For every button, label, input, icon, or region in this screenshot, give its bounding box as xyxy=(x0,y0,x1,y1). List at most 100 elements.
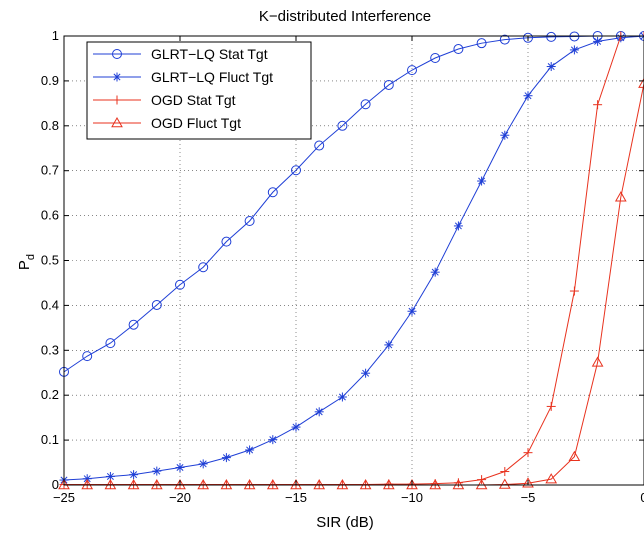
legend-label: GLRT−LQ Fluct Tgt xyxy=(151,69,273,85)
x-tick-label: −10 xyxy=(401,490,423,505)
data-point-triangle xyxy=(406,478,418,490)
star-stroke xyxy=(222,454,230,462)
data-point-triangle xyxy=(266,478,279,490)
y-tick-label: 0.2 xyxy=(41,387,59,402)
data-point-circle xyxy=(151,299,162,310)
star-stroke xyxy=(113,73,121,81)
data-point-star xyxy=(245,445,255,455)
star-stroke xyxy=(176,463,184,471)
data-point-star xyxy=(477,176,487,186)
y-tick-label: 0.9 xyxy=(41,73,59,88)
data-point-triangle xyxy=(545,473,558,484)
data-point-plus xyxy=(500,467,510,477)
star-stroke xyxy=(246,446,254,454)
star-stroke xyxy=(524,92,532,100)
data-point-circle xyxy=(523,32,533,43)
data-point-star xyxy=(384,340,394,350)
legend-label: OGD Stat Tgt xyxy=(151,92,236,108)
data-point-star xyxy=(361,368,371,378)
series-star xyxy=(59,31,644,485)
data-point-star xyxy=(453,221,463,231)
data-point-triangle xyxy=(290,478,302,490)
data-point-star xyxy=(268,435,278,445)
data-point-star xyxy=(337,392,347,402)
data-point-triangle xyxy=(568,450,581,461)
series-line xyxy=(63,35,644,481)
data-point-star xyxy=(112,72,122,82)
data-point-circle xyxy=(407,65,417,76)
legend-entry: OGD Fluct Tgt xyxy=(93,115,241,131)
data-point-plus xyxy=(546,401,556,411)
data-point-circle xyxy=(314,140,325,151)
data-point-plus xyxy=(523,448,533,458)
star-stroke xyxy=(454,222,462,230)
x-axis-label: SIR (dB) xyxy=(316,514,374,531)
data-point-circle xyxy=(383,79,394,90)
data-point-circle xyxy=(476,38,487,49)
data-point-plus xyxy=(384,479,394,489)
data-point-star xyxy=(221,453,231,463)
legend-label: OGD Fluct Tgt xyxy=(151,115,241,131)
star-stroke xyxy=(640,35,644,40)
data-point-triangle xyxy=(336,478,349,490)
data-point-circle xyxy=(112,49,122,59)
star-stroke xyxy=(292,423,300,431)
y-tick-label: 1 xyxy=(52,28,59,43)
data-point-star xyxy=(152,466,162,476)
data-point-triangle xyxy=(359,478,372,490)
y-axis-label: Pd xyxy=(16,254,37,270)
data-point-triangle xyxy=(81,478,94,490)
star-stroke xyxy=(338,393,346,401)
data-point-triangle xyxy=(614,191,627,202)
data-point-circle xyxy=(221,236,232,247)
axis-ticks: −25 −20 −15 −10 −5 0 0 0.1 0.2 0.3 0.4 0.5 0.6 0.7 0.8… xyxy=(41,28,644,505)
data-point-triangle xyxy=(58,478,70,490)
star-stroke xyxy=(547,63,555,71)
star-stroke xyxy=(478,177,486,185)
y-tick-label: 0.3 xyxy=(41,342,59,357)
y-tick-label: 0.5 xyxy=(41,253,59,268)
data-point-triangle xyxy=(150,478,163,490)
data-point-circle xyxy=(267,187,278,198)
data-point-circle xyxy=(337,120,348,131)
data-point-triangle xyxy=(243,478,256,490)
data-point-circle xyxy=(244,215,255,226)
data-point-star xyxy=(198,459,208,469)
x-tick-label: −25 xyxy=(53,490,75,505)
data-point-triangle xyxy=(452,478,465,490)
data-point-star xyxy=(546,62,556,72)
data-point-circle xyxy=(499,34,510,45)
data-point-circle xyxy=(82,351,93,362)
data-point-circle xyxy=(175,279,185,290)
data-point-circle xyxy=(128,319,139,330)
data-point-star xyxy=(291,422,301,432)
star-stroke xyxy=(385,341,393,349)
legend: GLRT−LQ Stat Tgt GLRT−LQ Fluct Tgt OGD Sta… xyxy=(86,41,312,140)
data-point-triangle xyxy=(638,77,644,88)
star-stroke xyxy=(199,460,207,468)
star-stroke xyxy=(315,408,323,416)
data-point-star xyxy=(430,267,440,277)
y-tick-label: 0.1 xyxy=(41,432,59,447)
star-stroke xyxy=(408,307,416,315)
data-point-circle xyxy=(198,262,209,273)
y-tick-label: 0 xyxy=(52,477,59,492)
data-point-triangle xyxy=(104,478,117,490)
data-point-plus xyxy=(593,100,603,110)
legend-label: GLRT−LQ Stat Tgt xyxy=(151,46,268,62)
data-point-star xyxy=(523,91,533,101)
x-tick-label: 0 xyxy=(640,490,644,505)
chart-title: K−distributed Interference xyxy=(259,8,431,25)
data-point-triangle xyxy=(475,478,488,490)
y-axis-label-group: Pd xyxy=(16,254,37,270)
star-stroke xyxy=(594,37,602,45)
y-axis-label-main: P xyxy=(16,260,33,270)
star-stroke xyxy=(431,268,439,276)
data-point-triangle xyxy=(313,478,326,490)
star-stroke xyxy=(269,436,277,444)
star-stroke xyxy=(153,467,161,475)
star-stroke xyxy=(501,131,509,139)
data-point-triangle xyxy=(220,478,233,490)
star-stroke xyxy=(106,472,114,480)
